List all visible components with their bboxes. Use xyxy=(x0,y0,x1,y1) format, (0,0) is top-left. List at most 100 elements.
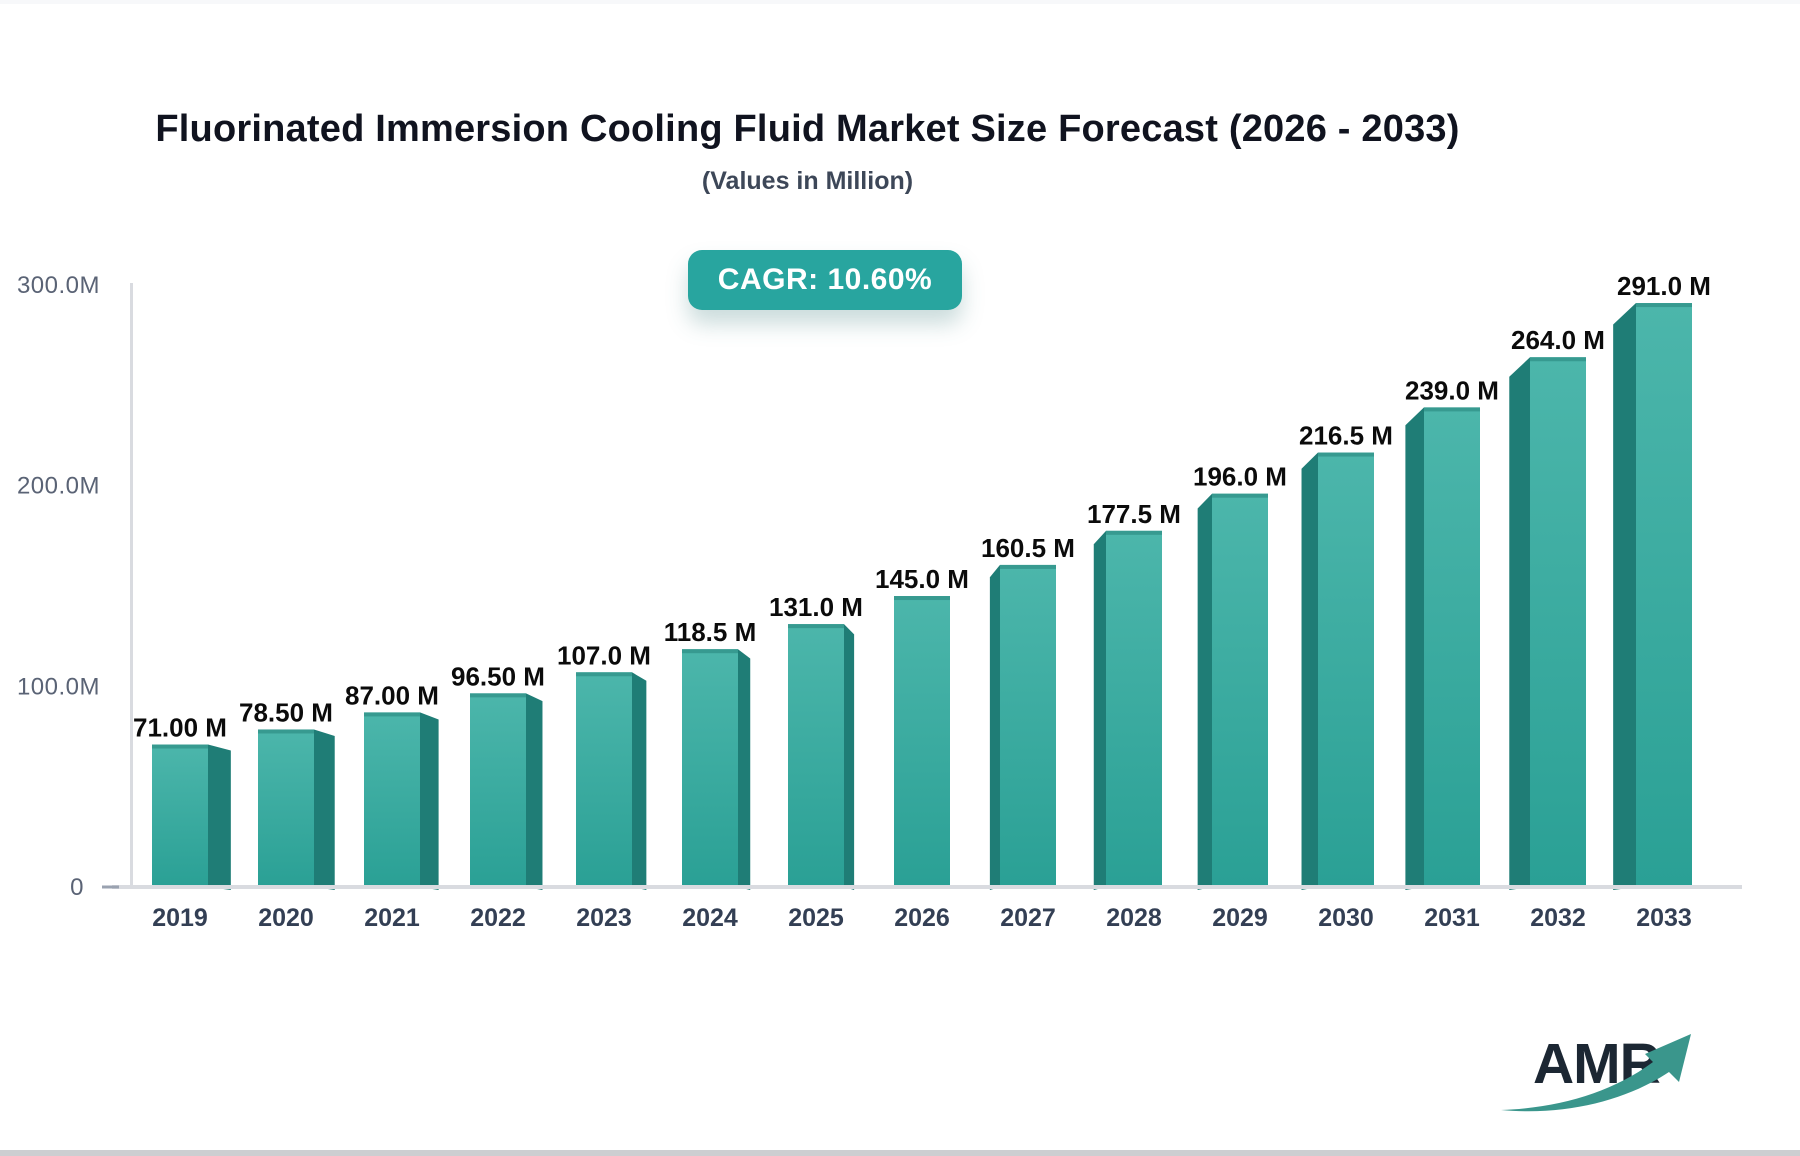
x-axis-label: 2025 xyxy=(788,904,844,932)
chart-title: Fluorinated Immersion Cooling Fluid Mark… xyxy=(155,108,1460,150)
bar-top-cap xyxy=(1636,303,1692,308)
bar-value-label: 131.0 M xyxy=(769,592,863,622)
bar-2027[interactable]: 160.5 M xyxy=(981,533,1075,890)
bar-side-face xyxy=(1197,493,1212,890)
bar-front-face xyxy=(576,672,632,887)
bar-front-face xyxy=(258,729,314,887)
bar-front-face xyxy=(894,596,950,887)
bar-top-cap xyxy=(470,693,526,698)
bar-top-cap xyxy=(1000,564,1056,569)
bar-side-face xyxy=(314,729,335,890)
x-axis-label: 2029 xyxy=(1212,904,1268,932)
bar-2024[interactable]: 118.5 M xyxy=(664,617,757,890)
top-edge-strip xyxy=(0,0,1800,4)
bar-front-face xyxy=(788,624,844,887)
bar-side-face xyxy=(844,624,855,890)
bar-side-face xyxy=(632,672,647,890)
bar-top-cap xyxy=(682,649,738,654)
zero-tick-dash xyxy=(102,885,119,889)
x-axis-label: 2026 xyxy=(894,904,950,932)
bar-top-cap xyxy=(152,744,208,749)
bar-value-label: 291.0 M xyxy=(1617,271,1711,301)
bar-front-face xyxy=(1424,407,1480,887)
growth-arrow-icon xyxy=(1501,1034,1691,1112)
bottom-scrollbar-strip xyxy=(0,1150,1800,1156)
bar-side-face xyxy=(208,744,231,890)
y-axis-label: 100.0M xyxy=(17,673,100,700)
bar-value-label: 177.5 M xyxy=(1087,499,1181,529)
bar-2029[interactable]: 196.0 M xyxy=(1193,462,1287,890)
bar-value-label: 160.5 M xyxy=(981,533,1075,563)
x-axis-label: 2028 xyxy=(1106,904,1162,932)
bar-2025[interactable]: 131.0 M xyxy=(769,592,863,890)
bar-front-face xyxy=(1318,452,1374,887)
bar-side-face xyxy=(738,649,751,890)
bar-top-cap xyxy=(258,729,314,734)
bar-2019[interactable]: 71.00 M xyxy=(133,713,231,890)
x-axis-label: 2031 xyxy=(1424,904,1480,932)
bar-front-face xyxy=(1106,530,1162,887)
bar-front-face xyxy=(364,712,420,887)
chart-subtitle: (Values in Million) xyxy=(701,167,914,195)
bar-front-face xyxy=(470,693,526,887)
bar-top-cap xyxy=(1530,357,1586,362)
x-axis-label: 2022 xyxy=(470,904,526,932)
bar-value-label: 118.5 M xyxy=(664,617,757,647)
x-axis-label: 2024 xyxy=(682,904,738,932)
bar-front-face xyxy=(682,649,738,887)
bar-top-cap xyxy=(1106,530,1162,535)
bar-value-label: 87.00 M xyxy=(345,680,439,710)
x-axis-line xyxy=(112,885,1742,889)
cagr-badge-row: CAGR: 10.60% xyxy=(0,250,1650,310)
y-axis-label: 300.0M xyxy=(17,272,100,299)
x-axis-label: 2021 xyxy=(364,904,420,932)
bar-top-cap xyxy=(1424,407,1480,412)
bar-front-face xyxy=(1530,357,1586,887)
bar-2023[interactable]: 107.0 M xyxy=(557,640,651,890)
bar-2033[interactable]: 291.0 M xyxy=(1613,271,1711,890)
bar-top-cap xyxy=(894,596,950,601)
bar-front-face xyxy=(152,744,208,887)
bar-front-face xyxy=(1212,493,1268,887)
bar-2021[interactable]: 87.00 M xyxy=(345,680,439,890)
bar-value-label: 264.0 M xyxy=(1511,325,1605,355)
bar-top-cap xyxy=(576,672,632,677)
bar-side-face xyxy=(1613,303,1636,890)
x-axis-label: 2030 xyxy=(1318,904,1374,932)
bar-2022[interactable]: 96.50 M xyxy=(451,661,545,890)
bar-top-cap xyxy=(788,624,844,629)
bar-value-label: 239.0 M xyxy=(1405,375,1499,405)
bar-side-face xyxy=(420,712,439,890)
x-axis-label: 2019 xyxy=(152,904,208,932)
bar-2030[interactable]: 216.5 M xyxy=(1299,421,1393,890)
bar-2031[interactable]: 239.0 M xyxy=(1405,375,1499,890)
y-axis-line xyxy=(130,283,133,889)
bar-top-cap xyxy=(1212,493,1268,498)
x-axis-label: 2027 xyxy=(1000,904,1056,932)
bar-2026[interactable]: 145.0 M xyxy=(875,564,969,887)
bar-2028[interactable]: 177.5 M xyxy=(1087,499,1181,890)
bar-value-label: 107.0 M xyxy=(557,640,651,670)
bar-side-face xyxy=(1301,452,1318,890)
x-axis-label: 2023 xyxy=(576,904,632,932)
bar-2032[interactable]: 264.0 M xyxy=(1509,325,1605,890)
bar-value-label: 196.0 M xyxy=(1193,462,1287,492)
bar-2020[interactable]: 78.50 M xyxy=(239,697,335,890)
cagr-badge: CAGR: 10.60% xyxy=(687,250,963,310)
y-axis-label: 200.0M xyxy=(17,473,100,500)
y-axis-label: 0 xyxy=(70,874,84,901)
bar-value-label: 78.50 M xyxy=(239,697,333,727)
amr-logo: AMR xyxy=(1495,1030,1710,1130)
bar-front-face xyxy=(1636,303,1692,887)
x-axis-label: 2032 xyxy=(1530,904,1586,932)
bar-side-face xyxy=(989,564,1000,890)
bar-top-cap xyxy=(1318,452,1374,457)
bar-side-face xyxy=(526,693,543,890)
bar-side-face xyxy=(1093,530,1106,890)
x-axis-label: 2020 xyxy=(258,904,314,932)
bar-top-cap xyxy=(364,712,420,717)
bar-side-face xyxy=(1509,357,1530,890)
bar-side-face xyxy=(1405,407,1424,890)
bar-value-label: 216.5 M xyxy=(1299,421,1393,451)
